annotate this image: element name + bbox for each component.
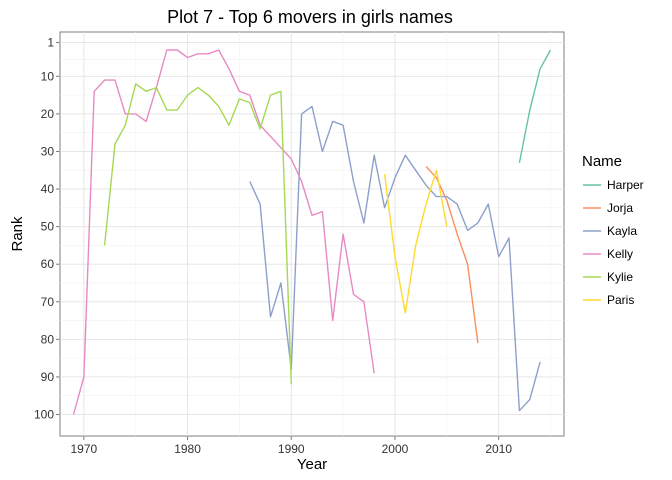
y-tick-label: 70 <box>41 295 55 309</box>
legend-label-paris: Paris <box>607 293 634 307</box>
y-tick-label: 40 <box>41 182 55 196</box>
y-tick-label: 50 <box>41 220 55 234</box>
axis-ticks: 1970 1980 1990 2000 2010 1 10 20 30 40 50 60 70 80 90 1… <box>34 36 512 457</box>
legend-title: Name <box>582 153 622 170</box>
y-tick-label: 20 <box>41 107 55 121</box>
x-tick-label: 1990 <box>278 442 305 456</box>
x-axis-title: Year <box>297 456 327 473</box>
chart-title: Plot 7 - Top 6 movers in girls names <box>167 7 453 27</box>
y-tick-label: 60 <box>41 257 55 271</box>
y-tick-label: 90 <box>41 370 55 384</box>
series-line-kylie <box>103 83 292 385</box>
legend-label-kayla: Kayla <box>607 224 637 238</box>
x-tick-label: 1970 <box>71 442 98 456</box>
grid-lines <box>60 32 564 436</box>
legend-label-jorja: Jorja <box>607 201 633 215</box>
y-tick-label: 100 <box>34 408 54 422</box>
legend-label-kelly: Kelly <box>607 247 633 261</box>
y-tick-label: 80 <box>41 332 55 346</box>
legend-label-harper: Harper <box>607 178 644 192</box>
series-lines <box>72 49 552 415</box>
y-axis-title: Rank <box>9 216 26 252</box>
series-line-kelly <box>72 49 375 415</box>
legend-label-kylie: Kylie <box>607 270 633 284</box>
y-tick-label: 1 <box>47 36 54 50</box>
x-tick-label: 2000 <box>382 442 409 456</box>
legend: Name Harper Jorja Kayla Kelly Kylie Paris <box>582 153 644 307</box>
series-line-paris <box>383 169 448 314</box>
y-tick-label: 30 <box>41 144 55 158</box>
series-line-kayla <box>249 105 541 412</box>
x-tick-label: 2010 <box>485 442 512 456</box>
plot-panel <box>59 31 565 437</box>
y-tick-label: 10 <box>41 69 55 83</box>
series-line-harper <box>518 49 552 163</box>
x-tick-label: 1980 <box>174 442 201 456</box>
